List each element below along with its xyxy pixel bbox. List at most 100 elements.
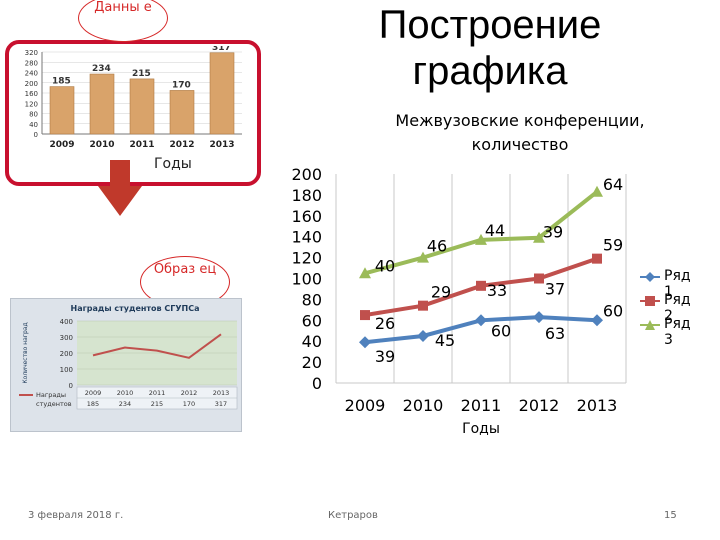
y-tick-label: 100 [291,270,322,289]
x-tick-label: 2013 [213,389,230,397]
y-tick-label: 40 [302,332,322,351]
data-point [533,231,545,243]
data-point [359,336,371,349]
thumbnail-chart: Награды студентов СГУПСа Количество награ… [11,299,241,431]
data-frame [5,40,261,186]
x-tick-label: 2010 [403,396,444,415]
data-label: 26 [375,314,395,333]
table-value: 234 [119,400,131,408]
years-label: Годы [152,156,194,172]
footer-author: Кетраров [328,510,378,521]
y-tick-label: 320 [25,49,38,57]
table-value: 170 [183,400,195,408]
y-tick-label: 0 [34,131,38,139]
bar-chart: 320 280 240 200 160 120 80 40 0 185 2009 234 2010 215… [25,46,242,150]
bar-value-label: 317 [212,46,231,53]
bar [89,73,115,135]
data-label: 40 [375,256,395,275]
table-value: 215 [151,400,163,408]
data-point [476,280,486,291]
data-point [591,314,603,327]
y-tick-label: 400 [60,318,73,326]
data-label: 44 [485,221,505,240]
thumbnail-y-label: Количество наград [22,322,29,383]
data-label: 59 [603,236,623,255]
data-label: 29 [431,283,451,302]
line-chart: Межвузовские конференции, количество 20 0 18… [291,111,644,437]
table-value: 185 [87,400,99,408]
sample-chart-thumbnail: Награды студентов СГУПСа Количество награ… [10,298,242,432]
data-point [475,314,487,327]
square-marker-icon [640,296,660,306]
bar-value-label: 215 [132,69,151,79]
bar-value-label: 234 [92,64,111,74]
data-point [417,329,429,342]
bar [129,78,155,135]
data-label: 37 [545,280,565,299]
data-point [418,300,428,311]
y-tick-label: 200 [25,80,38,88]
chart-title: количество [472,135,569,154]
y-tick-label: 0 [69,382,73,390]
data-label: 60 [491,321,511,340]
x-tick-label: 2012 [519,396,560,415]
y-tick-label: 60 [302,311,322,330]
data-label: 39 [375,347,395,366]
data-label: 64 [603,175,623,194]
x-tick-label: 2011 [461,396,502,415]
x-axis-label: Годы [462,421,500,437]
x-tick-label: 2010 [117,389,134,397]
x-tick-label: 2013 [209,140,234,150]
y-tick-label: 300 [60,334,73,342]
y-tick-label: 0 [312,374,322,393]
y-tick-label: 200 [60,350,73,358]
data-point [592,253,602,264]
callout-data-text: Данны е [94,0,152,15]
title-line-2: графика [412,49,568,93]
x-tick-label: 2009 [345,396,386,415]
data-point [360,310,370,321]
y-tick-label: 40 [29,121,38,129]
data-label: 45 [435,331,455,350]
y-tick-label: 180 [291,186,322,205]
down-arrow-icon [98,160,142,216]
x-tick-label: 2009 [85,389,102,397]
x-tick-label: 2011 [129,140,154,150]
legend-label-1: Ряд 1 [664,268,691,300]
chart-title: Межвузовские конференции, [395,111,644,130]
diamond-marker-icon [640,272,660,282]
table-value: 317 [215,400,227,408]
y-tick-label: 120 [291,249,322,268]
triangle-marker-icon [640,320,660,330]
callout-data: Данны е [78,0,168,42]
data-point [475,233,487,245]
y-tick-label: 160 [291,207,322,226]
y-tick-label: 80 [29,111,38,119]
data-point [359,267,371,279]
x-tick-label: 2011 [149,389,166,397]
thumbnail-title: Награды студентов СГУПСа [71,304,200,313]
data-point [417,251,429,263]
legend-label-2: Ряд 2 [664,292,691,324]
bar [209,52,235,135]
data-label: 46 [427,237,447,256]
data-label: 33 [487,281,507,300]
bar [169,90,195,135]
bar [49,86,75,135]
x-tick-label: 2009 [49,140,74,150]
y-tick-label: 140 [291,228,322,247]
bar-value-label: 170 [172,80,191,90]
y-tick-label: 280 [25,59,38,67]
thumbnail-legend-label: Награды [36,391,66,399]
data-point [591,185,603,197]
series-line [92,333,222,359]
data-label: 39 [543,223,563,242]
y-tick-label: 20 [302,353,322,372]
y-tick-label: 120 [25,100,38,108]
legend-label-3: Ряд 3 [664,316,691,348]
data-label: 63 [545,324,565,343]
page-number: 15 [664,510,677,521]
x-tick-label: 2010 [89,140,114,150]
x-tick-label: 2012 [181,389,198,397]
x-tick-label: 2012 [169,140,194,150]
